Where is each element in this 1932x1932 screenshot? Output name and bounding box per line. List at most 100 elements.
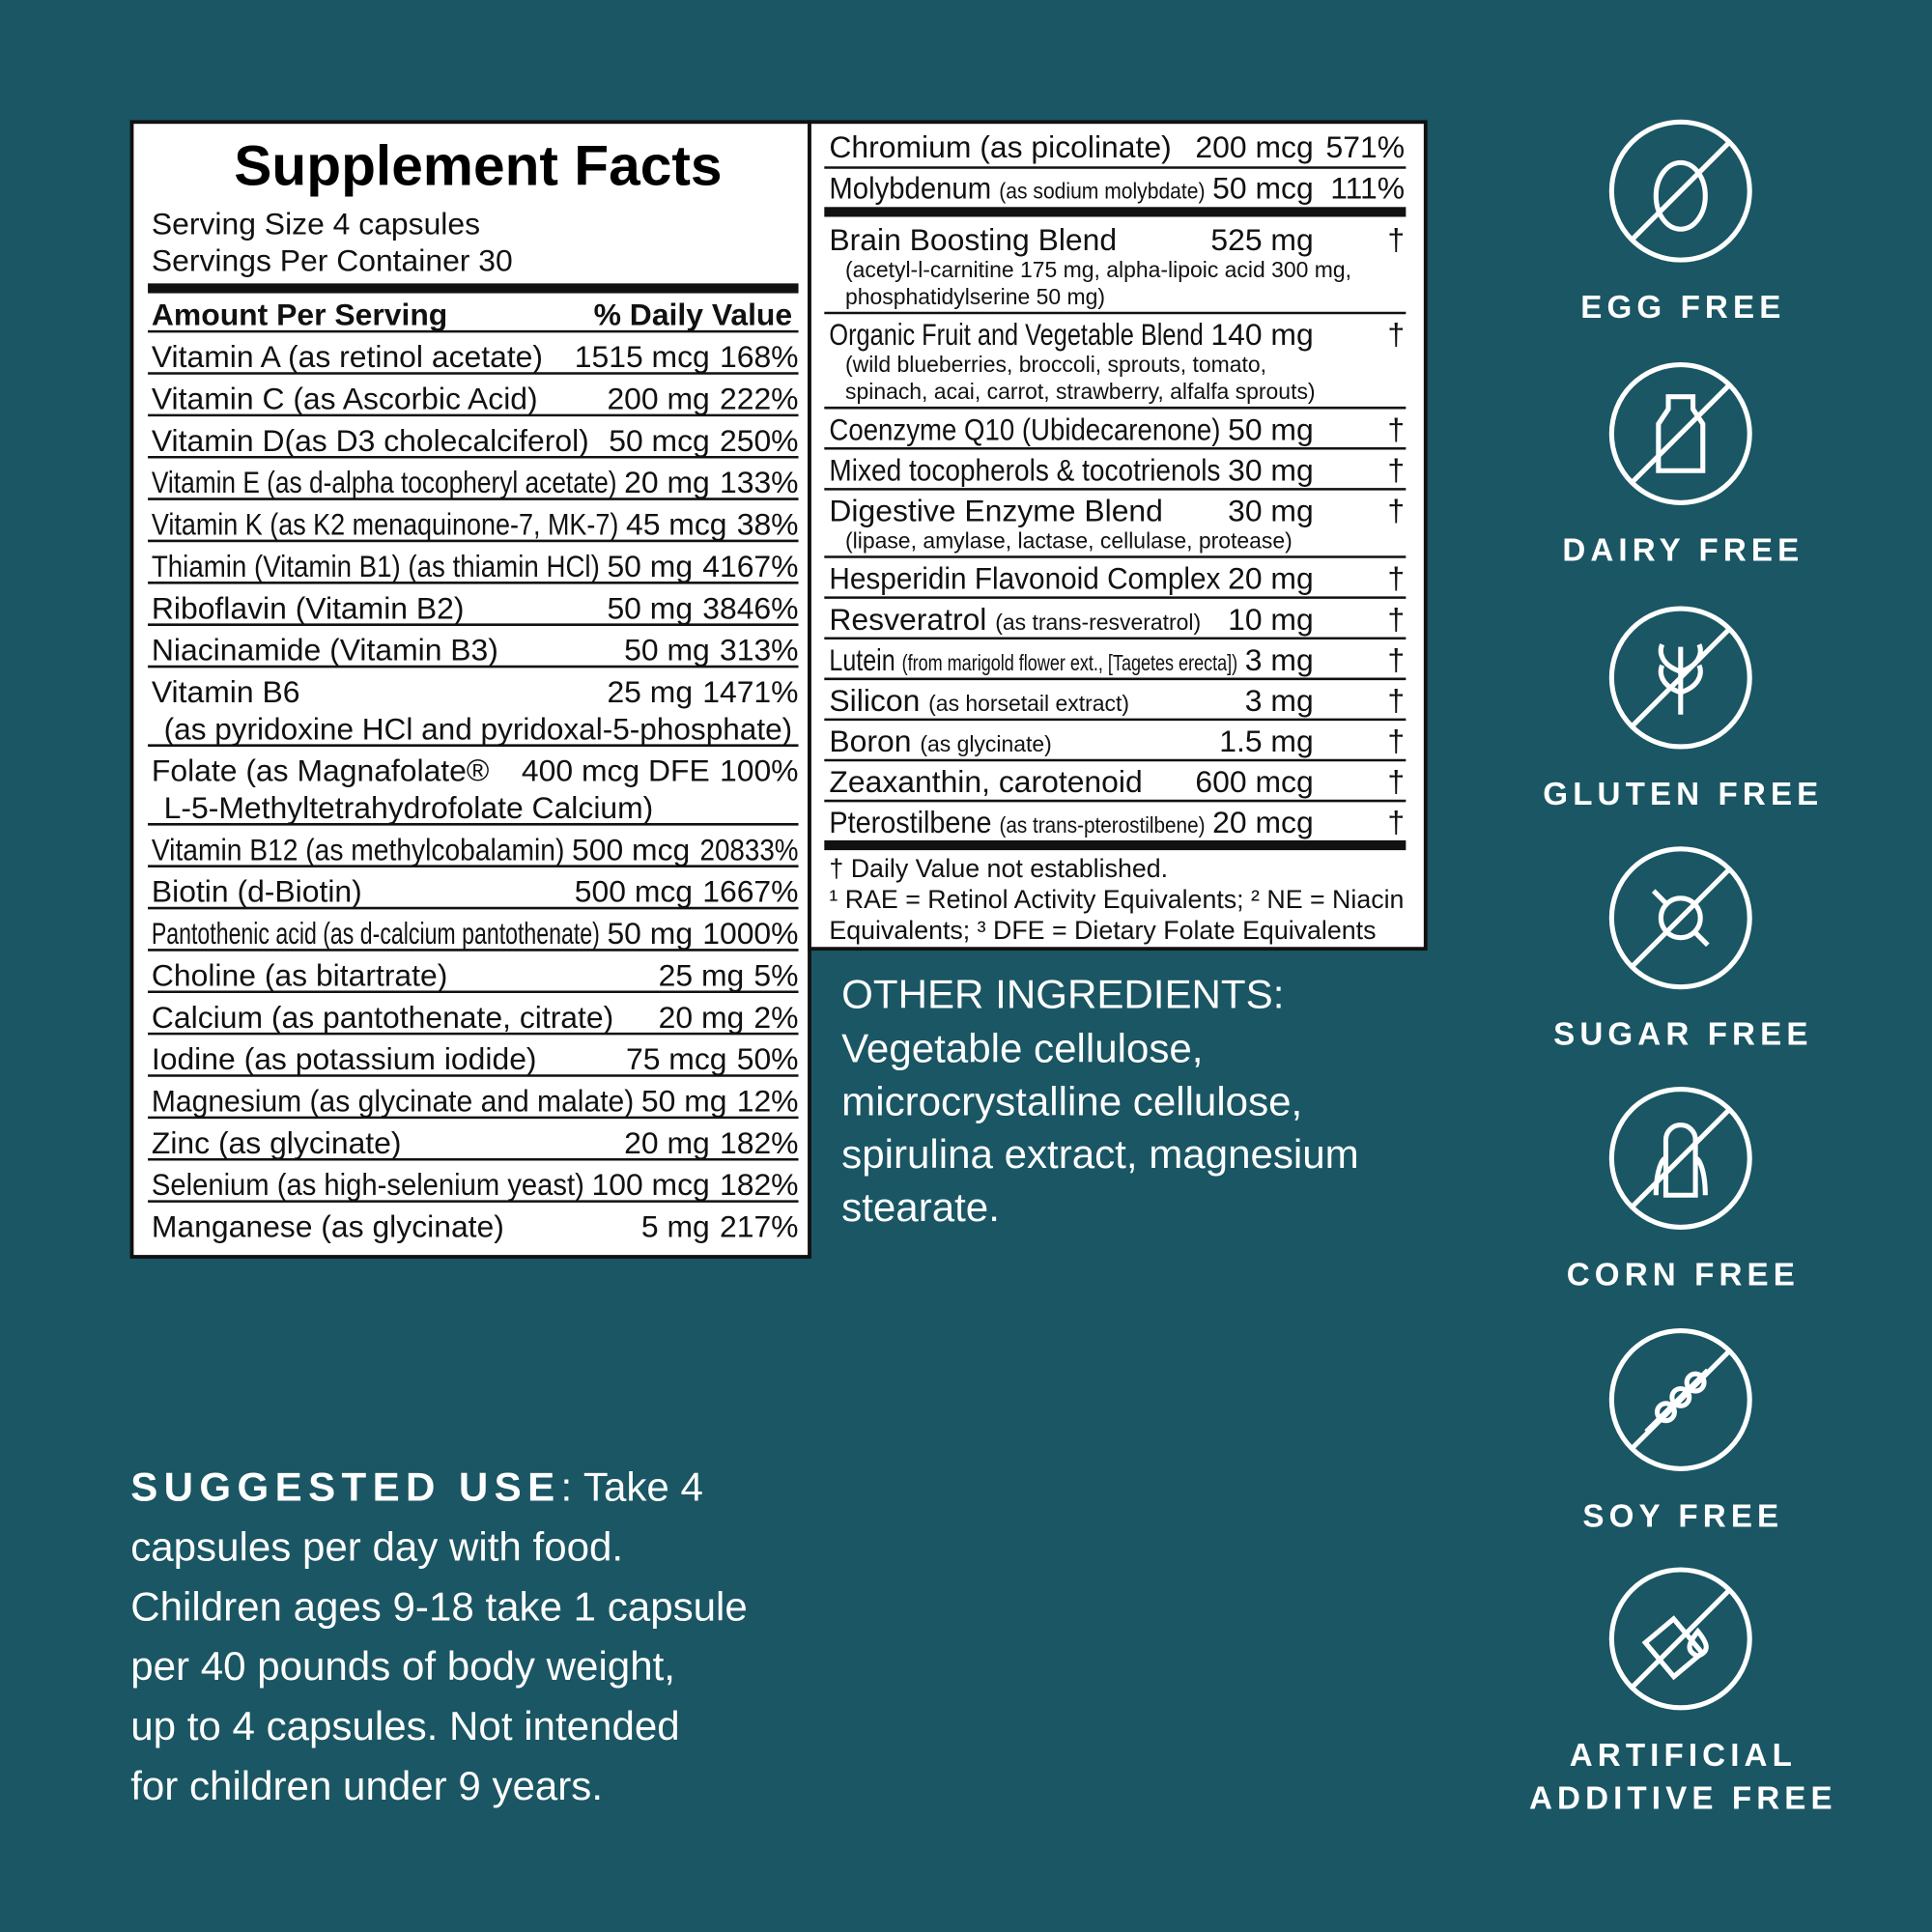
- daily-value: 250%: [720, 423, 799, 458]
- serving-size: Serving Size 4 capsules: [152, 206, 480, 241]
- nutrient-name: Silicon (as horsetail extract): [829, 683, 1129, 718]
- facts-title: Supplement Facts: [234, 134, 722, 197]
- name-text: Lutein: [829, 642, 895, 677]
- amount: 50 mcg: [609, 423, 710, 458]
- icon-shape: [1608, 606, 1752, 750]
- name-text: Digestive Enzyme Blend: [829, 494, 1162, 528]
- badge-label: SOY FREE: [1582, 1498, 1783, 1534]
- badge-label: EGG FREE: [1580, 290, 1785, 326]
- nutrient-name: Choline (as bitartrate): [152, 957, 448, 992]
- daily-value: 12%: [737, 1084, 799, 1119]
- nutrient-note: (acetyl-l-carnitine 175 mg, alpha-lipoic…: [845, 257, 1351, 282]
- daily-value: 313%: [720, 633, 799, 668]
- name-text: Mixed tocopherols & tocotrienols: [829, 452, 1220, 487]
- icon-shape: [1641, 1615, 1706, 1681]
- suggested-use-line: up to 4 capsules. Not intended: [130, 1703, 679, 1748]
- badge-icon: [1608, 846, 1752, 990]
- daily-value: 133%: [720, 465, 799, 499]
- icon-shape: [1629, 867, 1732, 970]
- suggested-use-line: SUGGESTED USE: Take 4: [130, 1464, 703, 1510]
- nutrient-name: Selenium (as high-selenium yeast): [152, 1167, 584, 1202]
- icon-shape: [1629, 1587, 1732, 1690]
- daily-value: †: [1387, 642, 1405, 677]
- nutrient-name: Vitamin E (as d-alpha tocopheryl acetate…: [152, 465, 617, 499]
- amount: 50 mg: [641, 1084, 727, 1119]
- nutrient-name: Folate (as Magnafolate®: [152, 753, 490, 788]
- nutrient-name: Zinc (as glycinate): [152, 1125, 402, 1160]
- facts-right-panel: [808, 120, 1428, 952]
- nutrient-name: Mixed tocopherols & tocotrienols: [829, 452, 1220, 487]
- nutrient-name: Digestive Enzyme Blend: [829, 494, 1162, 528]
- nutrient-name: Iodine (as potassium iodide): [152, 1041, 537, 1076]
- icon-shape: [1684, 1371, 1707, 1394]
- thick-rule: [824, 207, 1406, 217]
- icon-shape: [1629, 1107, 1732, 1209]
- suggested-use-line: Children ages 9-18 take 1 capsule: [130, 1583, 748, 1629]
- amount: 1.5 mg: [1219, 724, 1313, 758]
- daily-value: 1471%: [702, 674, 798, 709]
- name-text: Silicon: [829, 683, 920, 718]
- nutrient-name: Niacinamide (Vitamin B3): [152, 633, 498, 668]
- nutrient-name: Zeaxanthin, carotenoid: [829, 764, 1142, 799]
- nutrient-name: Pterostilbene (as trans-pterostilbene): [829, 805, 1205, 839]
- badge-icon: [1608, 119, 1752, 263]
- daily-value: †: [1387, 805, 1405, 839]
- amount: 50 mg: [624, 633, 710, 668]
- icon-shape: [1644, 1368, 1710, 1434]
- amount: 20 mg: [1228, 561, 1314, 596]
- daily-value: †: [1387, 317, 1405, 352]
- icon-shape: [1608, 846, 1752, 990]
- daily-value: †: [1387, 452, 1405, 487]
- nutrient-name: Chromium (as picolinate): [829, 129, 1171, 164]
- icon-shape: [1658, 643, 1703, 715]
- suggested-use-line: capsules per day with food.: [130, 1523, 623, 1569]
- nutrient-name: Resveratrol (as trans-resveratrol): [829, 602, 1201, 637]
- qualifier: (as trans-resveratrol): [995, 610, 1201, 635]
- amount: 30 mg: [1228, 452, 1314, 487]
- other-ingredients-line: microcrystalline cellulose,: [841, 1078, 1302, 1123]
- qualifier: (as glycinate): [920, 731, 1051, 756]
- nutrient-name: Pantothenic acid (as d-calcium pantothen…: [152, 916, 600, 951]
- badge-label: GLUTEN FREE: [1543, 777, 1823, 812]
- amount: 140 mg: [1210, 317, 1313, 352]
- badge-icon: [1608, 1567, 1752, 1711]
- daily-value: 111%: [1330, 170, 1405, 205]
- icon-shape: [1653, 159, 1708, 232]
- suggested-use-line: per 40 pounds of body weight,: [130, 1643, 675, 1689]
- amount: 5 mg: [641, 1209, 710, 1244]
- nutrient-name: Boron (as glycinate): [829, 724, 1051, 758]
- amount: 50 mg: [607, 590, 693, 625]
- name-text: Coenzyme Q10 (Ubidecarenone): [829, 412, 1220, 446]
- icon-shape: [1669, 1385, 1692, 1408]
- name-text: Resveratrol: [829, 602, 986, 637]
- nutrient-name: Lutein (from marigold flower ext., [Tage…: [829, 642, 1237, 677]
- daily-value: †: [1387, 222, 1405, 257]
- thick-rule: [148, 283, 799, 294]
- daily-value: 20833%: [699, 832, 798, 867]
- name-text: Hesperidin Flavonoid Complex: [829, 561, 1220, 596]
- daily-value: 3846%: [702, 590, 798, 625]
- badge-icon: [1608, 1087, 1752, 1230]
- icon-shape: [1608, 1087, 1752, 1230]
- amount: 525 mg: [1210, 222, 1313, 257]
- daily-value: 4167%: [702, 549, 798, 583]
- daily-value: †: [1387, 683, 1405, 718]
- nutrient-note: (lipase, amylase, lactase, cellulase, pr…: [845, 528, 1293, 554]
- footnote: ¹ RAE = Retinol Activity Equivalents; ² …: [829, 885, 1404, 914]
- icon-shape: [1653, 1122, 1708, 1198]
- amount: 500 mcg: [572, 832, 690, 867]
- nutrient-name: Brain Boosting Blend: [829, 222, 1117, 257]
- nutrient-name: Manganese (as glycinate): [152, 1209, 504, 1244]
- name-text: Organic Fruit and Vegetable Blend: [829, 317, 1203, 352]
- suggested-use-line: for children under 9 years.: [130, 1763, 603, 1808]
- amount: 600 mcg: [1195, 764, 1313, 799]
- icon-shape: [1655, 1401, 1677, 1424]
- daily-value: 2%: [753, 1000, 798, 1035]
- qualifier: (as sodium molybdate): [999, 178, 1205, 203]
- badge-icon: [1608, 362, 1752, 505]
- footnote: Equivalents; ³ DFE = Dietary Folate Equi…: [829, 916, 1376, 945]
- nutrient-name: Vitamin B12 (as methylcobalamin): [152, 832, 564, 867]
- name-text: Zeaxanthin, carotenoid: [829, 764, 1142, 799]
- daily-value: 222%: [720, 381, 799, 415]
